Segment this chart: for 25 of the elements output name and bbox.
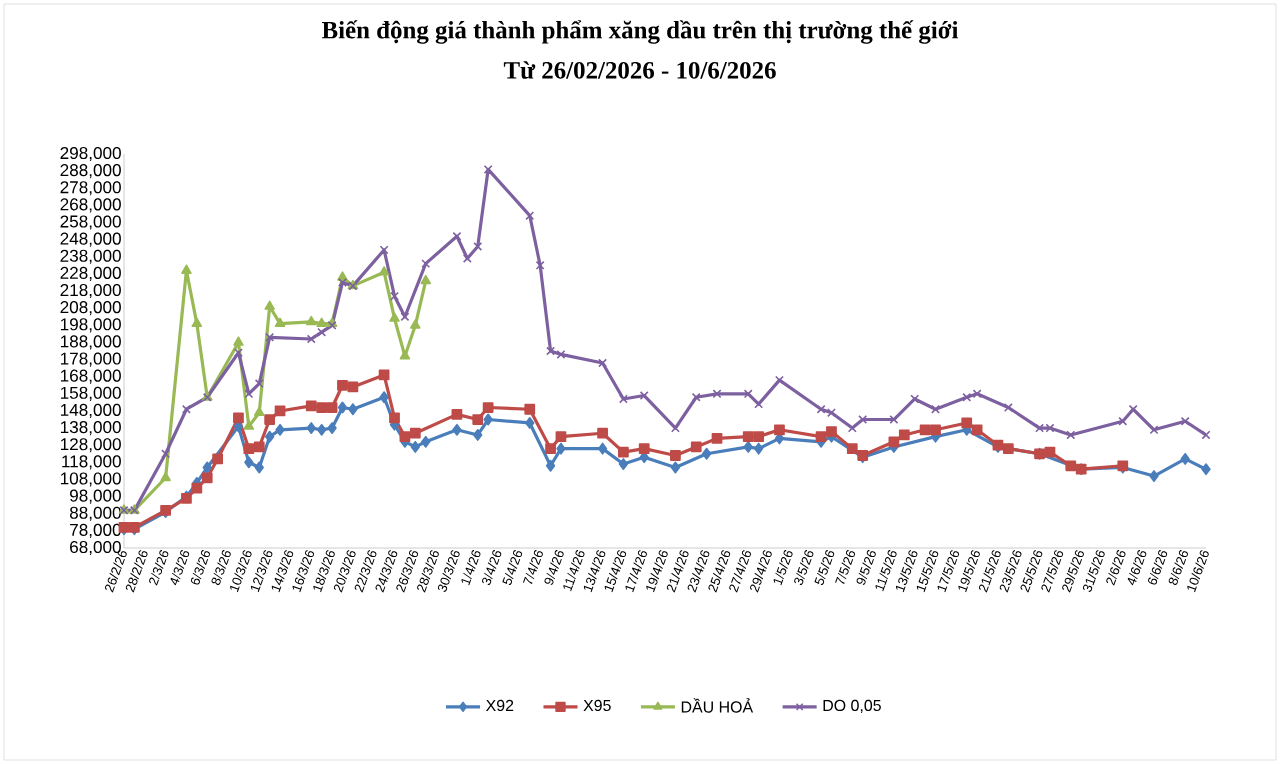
y-tick-label: 168,000 [60,369,121,384]
y-tick-label: 188,000 [60,335,121,350]
chart-subtitle: Từ 26/02/2026 - 10/6/2026 [503,61,776,79]
y-tick-label: 208,000 [60,301,121,316]
y-tick-label: 238,000 [60,249,121,264]
y-tick-label: 148,000 [60,403,121,419]
y-tick-label: 268,000 [60,198,121,213]
y-tick-label: 158,000 [60,386,121,401]
y-tick-label: 288,000 [60,164,121,179]
chart-title: Biến động giá thành phẩm xăng dầu trên thị trường thế giới [321,20,959,44]
y-tick-label: 68,000 [70,540,121,556]
y-tick-label: 108,000 [60,472,121,487]
y-tick-label: 228,000 [60,266,121,281]
y-tick-label: 278,000 [60,181,121,196]
y-tick-label: 178,000 [60,352,121,367]
y-tick-label: 98,000 [70,489,121,504]
y-tick-label: 298,000 [60,146,121,162]
y-tick-label: 198,000 [60,318,121,333]
y-tick-label: 258,000 [60,215,121,230]
y-tick-label: 88,000 [69,506,121,521]
y-tick-label: 218,000 [60,283,121,299]
y-tick-label: 248,000 [60,232,121,247]
y-tick-label: 118,000 [62,455,121,470]
y-tick-label: 138,000 [60,421,121,436]
y-tick-label: 128,000 [60,438,121,453]
